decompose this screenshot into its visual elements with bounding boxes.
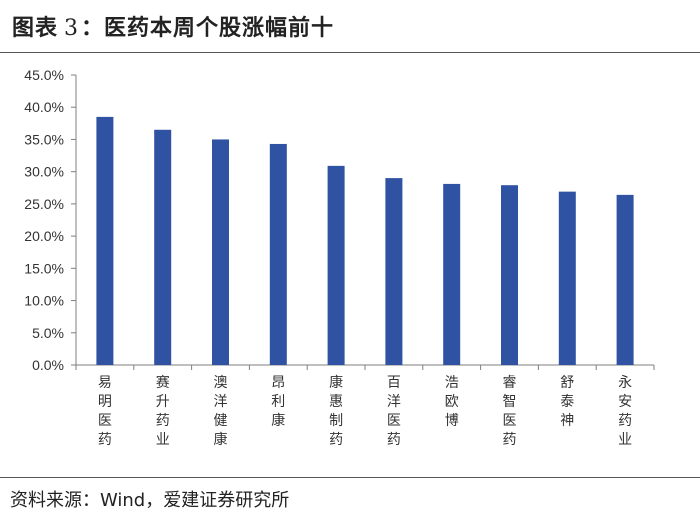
bar bbox=[558, 191, 576, 365]
y-tick-label: 15.0% bbox=[24, 260, 64, 276]
figure-number: 3 bbox=[64, 16, 80, 41]
x-tick-label: 昂利康 bbox=[271, 375, 285, 429]
chart-title: 图表 3：医药本周个股涨幅前十 bbox=[12, 10, 334, 42]
source-note: 资料来源：Wind，爱建证券研究所 bbox=[10, 490, 290, 511]
bar bbox=[385, 178, 403, 365]
bar bbox=[96, 116, 114, 365]
bar bbox=[443, 183, 461, 365]
y-tick-label: 25.0% bbox=[24, 196, 64, 212]
x-tick-label: 睿智医药 bbox=[503, 375, 517, 448]
y-tick-label: 5.0% bbox=[32, 325, 64, 341]
y-tick-label: 0.0% bbox=[32, 357, 64, 373]
x-tick-label: 舒泰神 bbox=[560, 375, 574, 429]
y-tick-label: 40.0% bbox=[24, 99, 64, 115]
bar bbox=[154, 129, 172, 365]
footer-rule bbox=[0, 477, 700, 478]
x-tick-label: 康惠制药 bbox=[329, 374, 343, 448]
figure-label: 图表 bbox=[12, 16, 59, 41]
figure-title: ：医药本周个股涨幅前十 bbox=[81, 16, 335, 41]
x-tick-label: 永安药业 bbox=[618, 375, 632, 448]
bar bbox=[501, 185, 518, 365]
header-rule bbox=[0, 52, 700, 53]
x-tick-label: 澳洋健康 bbox=[214, 375, 228, 448]
bar bbox=[212, 139, 229, 365]
y-tick-label: 30.0% bbox=[24, 164, 64, 180]
x-tick-label: 浩欧博 bbox=[445, 375, 459, 429]
x-tick-label: 百洋医药 bbox=[387, 375, 401, 448]
bar bbox=[269, 143, 287, 365]
x-tick-label: 易明医药 bbox=[98, 375, 112, 448]
x-tick-label: 赛升药业 bbox=[156, 375, 170, 448]
y-tick-label: 45.0% bbox=[24, 67, 64, 83]
y-tick-label: 35.0% bbox=[24, 131, 64, 147]
bar bbox=[327, 165, 345, 365]
bar bbox=[616, 194, 634, 365]
y-tick-label: 10.0% bbox=[24, 293, 64, 309]
y-tick-label: 20.0% bbox=[24, 228, 64, 244]
bar-chart: 0.0% 5.0% 10.0% 15.0% 20.0% 25.0% 30.0% 35.0% 40… bbox=[24, 67, 655, 448]
